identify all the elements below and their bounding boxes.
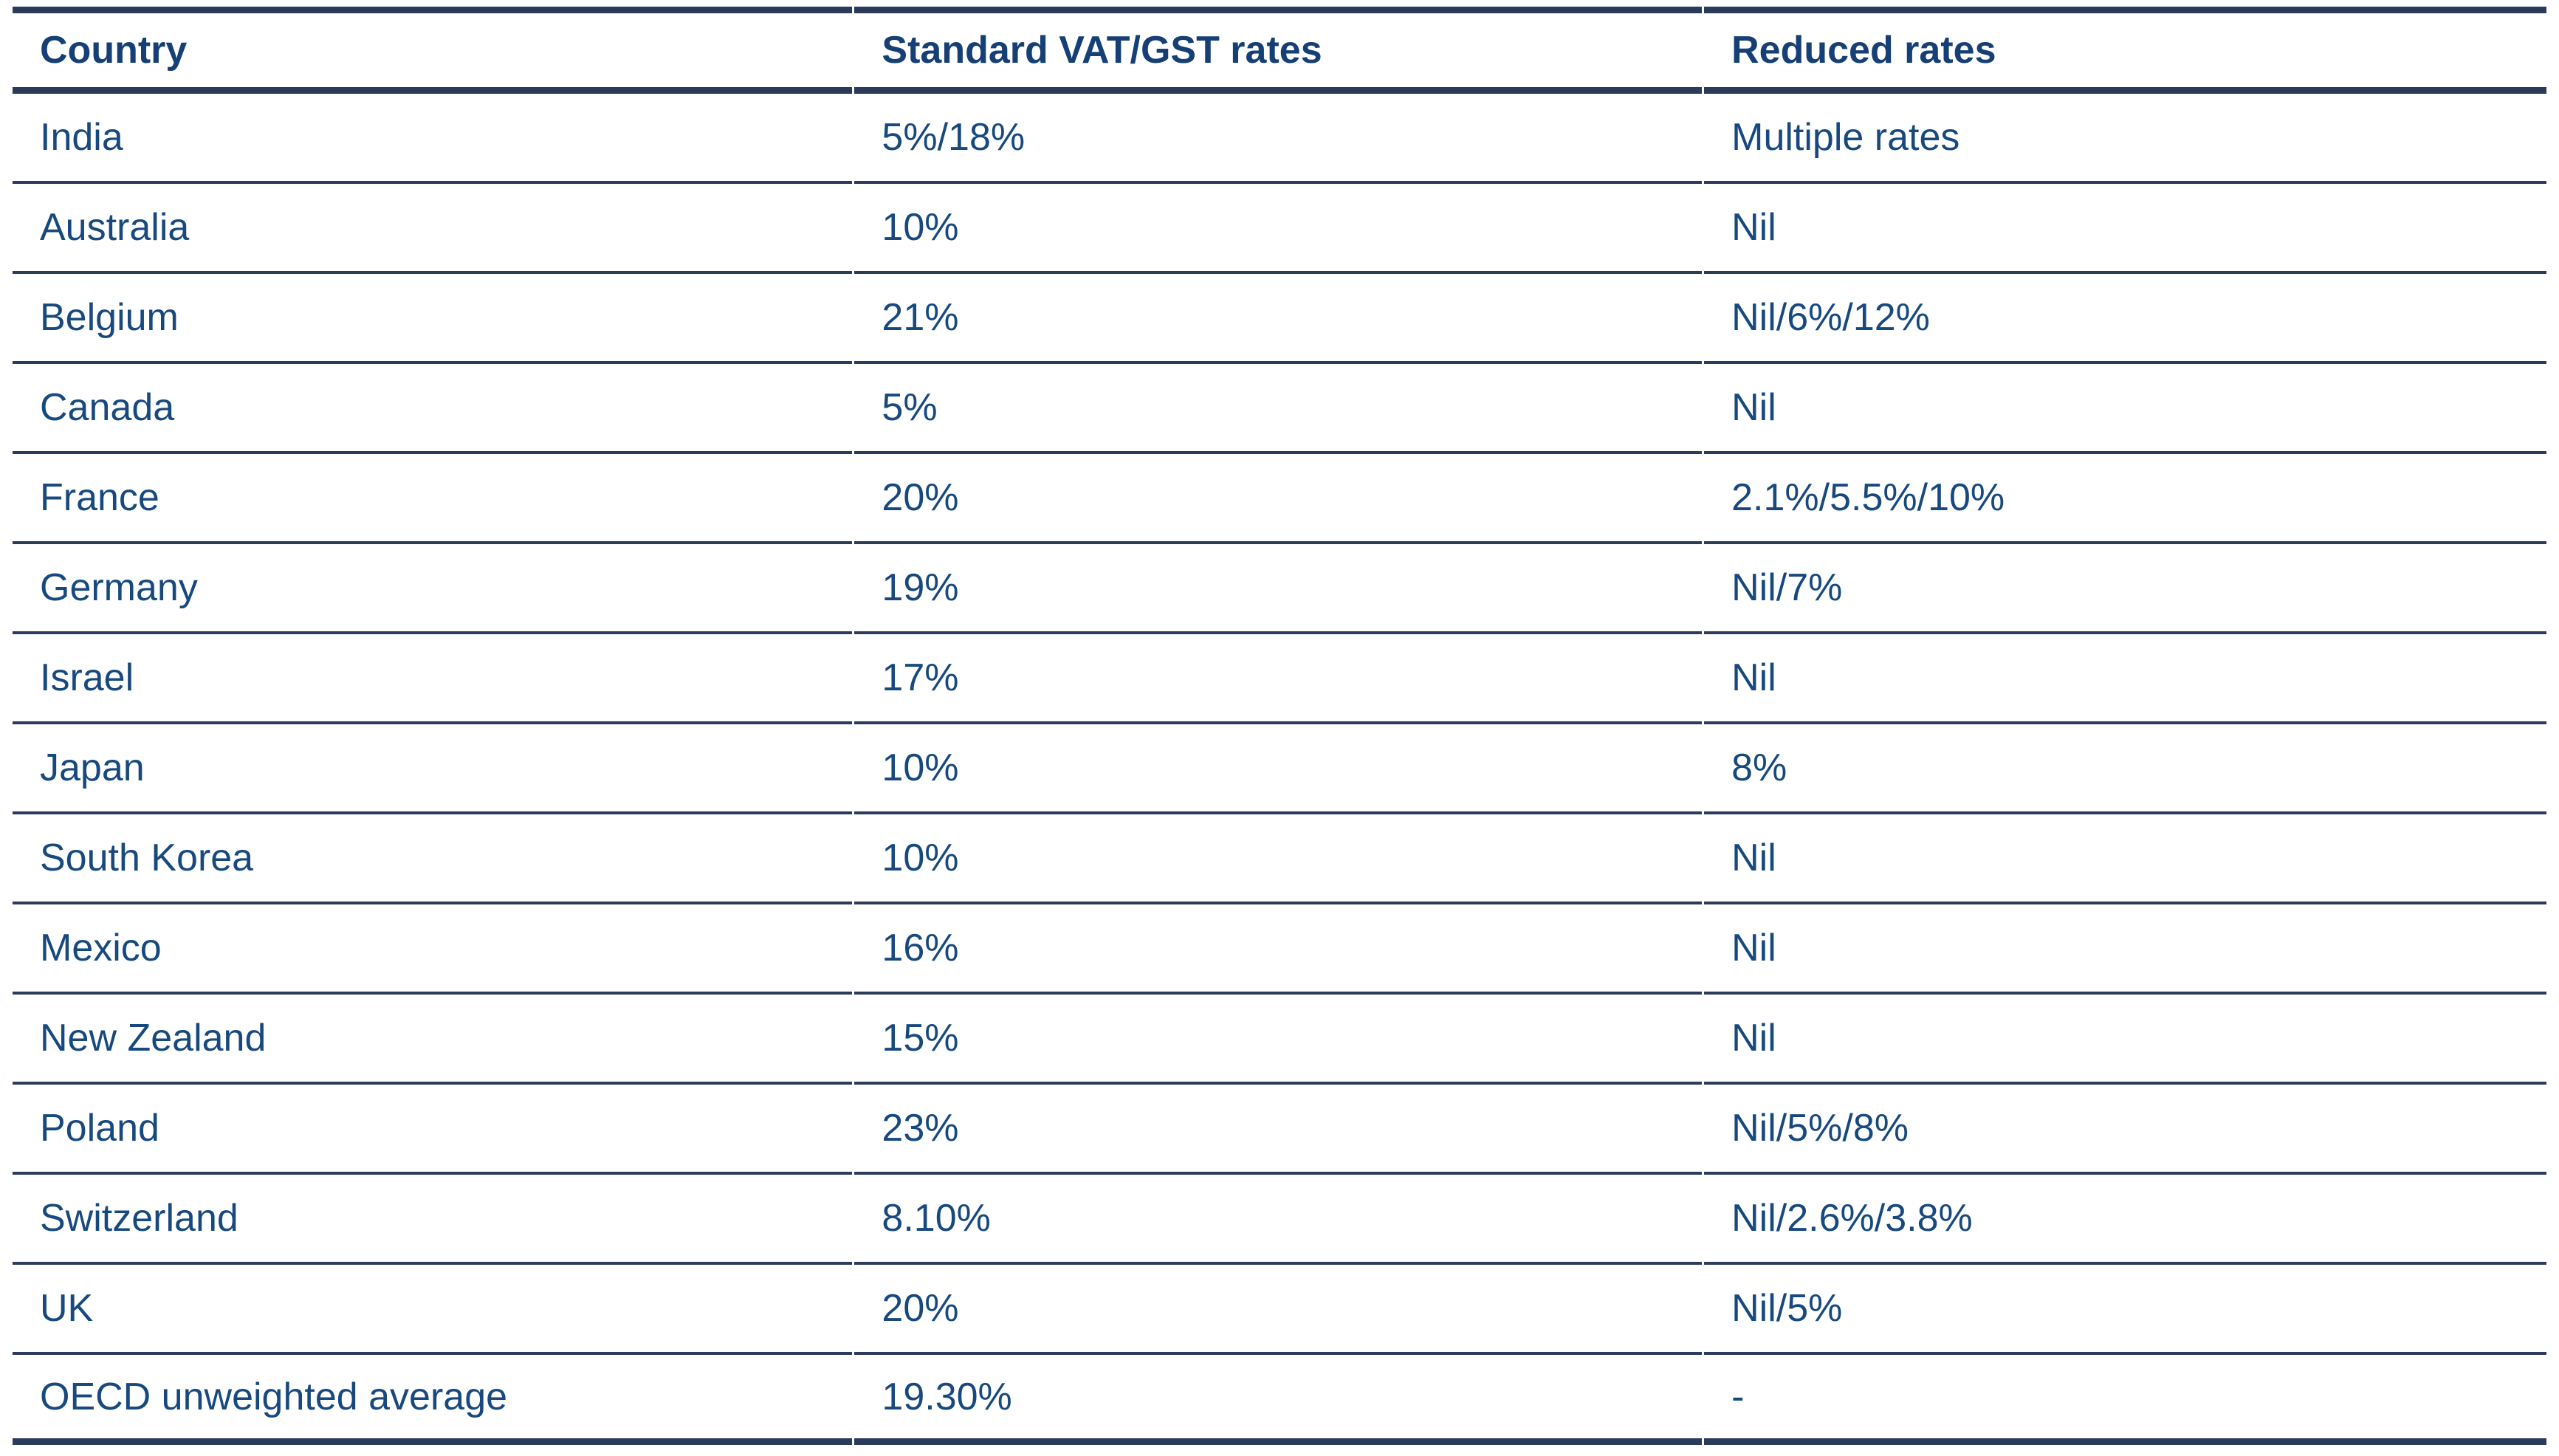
table-row-belgium: Belgium 21% Nil/6%/12% (13, 274, 2546, 364)
standard-rate-cell: 21% (854, 274, 1703, 364)
country-cell: Mexico (13, 904, 853, 995)
column-header-country: Country (13, 7, 853, 94)
table-row-mexico: Mexico 16% Nil (13, 904, 2546, 995)
table-row-canada: Canada 5% Nil (13, 364, 2546, 454)
reduced-rate-cell: Nil (1704, 904, 2546, 995)
header-row: Country Standard VAT/GST rates Reduced r… (13, 7, 2546, 94)
standard-rate-cell: 19.30% (854, 1355, 1703, 1445)
reduced-rate-cell: Nil/5%/8% (1704, 1085, 2546, 1175)
country-cell: India (13, 94, 853, 184)
table-row-japan: Japan 10% 8% (13, 724, 2546, 814)
table-row-france: France 20% 2.1%/5.5%/10% (13, 454, 2546, 544)
standard-rate-cell: 23% (854, 1085, 1703, 1175)
table-row-uk: UK 20% Nil/5% (13, 1265, 2546, 1355)
standard-rate-cell: 10% (854, 724, 1703, 814)
country-cell: France (13, 454, 853, 544)
reduced-rate-cell: Nil/5% (1704, 1265, 2546, 1355)
table-row-new-zealand: New Zealand 15% Nil (13, 995, 2546, 1085)
standard-rate-cell: 5%/18% (854, 94, 1703, 184)
reduced-rate-cell: 8% (1704, 724, 2546, 814)
table-row-australia: Australia 10% Nil (13, 184, 2546, 274)
country-cell: Israel (13, 634, 853, 724)
country-cell: Belgium (13, 274, 853, 364)
country-cell: Australia (13, 184, 853, 274)
reduced-rate-cell: Nil/6%/12% (1704, 274, 2546, 364)
standard-rate-cell: 17% (854, 634, 1703, 724)
country-cell: Germany (13, 544, 853, 634)
standard-rate-cell: 10% (854, 184, 1703, 274)
reduced-rate-cell: 2.1%/5.5%/10% (1704, 454, 2546, 544)
country-cell: UK (13, 1265, 853, 1355)
country-cell: South Korea (13, 814, 853, 904)
standard-rate-cell: 16% (854, 904, 1703, 995)
standard-rate-cell: 20% (854, 454, 1703, 544)
standard-rate-cell: 8.10% (854, 1175, 1703, 1265)
reduced-rate-cell: Nil/2.6%/3.8% (1704, 1175, 2546, 1265)
reduced-rate-cell: Multiple rates (1704, 94, 2546, 184)
standard-rate-cell: 19% (854, 544, 1703, 634)
vat-gst-rates-table: Country Standard VAT/GST rates Reduced r… (10, 7, 2549, 1445)
column-header-standard-rates: Standard VAT/GST rates (854, 7, 1703, 94)
standard-rate-cell: 20% (854, 1265, 1703, 1355)
standard-rate-cell: 15% (854, 995, 1703, 1085)
column-header-reduced-rates: Reduced rates (1704, 7, 2546, 94)
reduced-rate-cell: Nil (1704, 814, 2546, 904)
table-row-israel: Israel 17% Nil (13, 634, 2546, 724)
reduced-rate-cell: Nil/7% (1704, 544, 2546, 634)
country-cell: Switzerland (13, 1175, 853, 1265)
country-cell: Poland (13, 1085, 853, 1175)
table-row-south-korea: South Korea 10% Nil (13, 814, 2546, 904)
table-row-poland: Poland 23% Nil/5%/8% (13, 1085, 2546, 1175)
reduced-rate-cell: - (1704, 1355, 2546, 1445)
reduced-rate-cell: Nil (1704, 364, 2546, 454)
table-row-switzerland: Switzerland 8.10% Nil/2.6%/3.8% (13, 1175, 2546, 1265)
country-cell: OECD unweighted average (13, 1355, 853, 1445)
table-row-india: India 5%/18% Multiple rates (13, 94, 2546, 184)
reduced-rate-cell: Nil (1704, 995, 2546, 1085)
country-cell: New Zealand (13, 995, 853, 1085)
reduced-rate-cell: Nil (1704, 634, 2546, 724)
standard-rate-cell: 5% (854, 364, 1703, 454)
country-cell: Canada (13, 364, 853, 454)
reduced-rate-cell: Nil (1704, 184, 2546, 274)
table-row-germany: Germany 19% Nil/7% (13, 544, 2546, 634)
standard-rate-cell: 10% (854, 814, 1703, 904)
country-cell: Japan (13, 724, 853, 814)
table-row-oecd-average: OECD unweighted average 19.30% - (13, 1355, 2546, 1445)
